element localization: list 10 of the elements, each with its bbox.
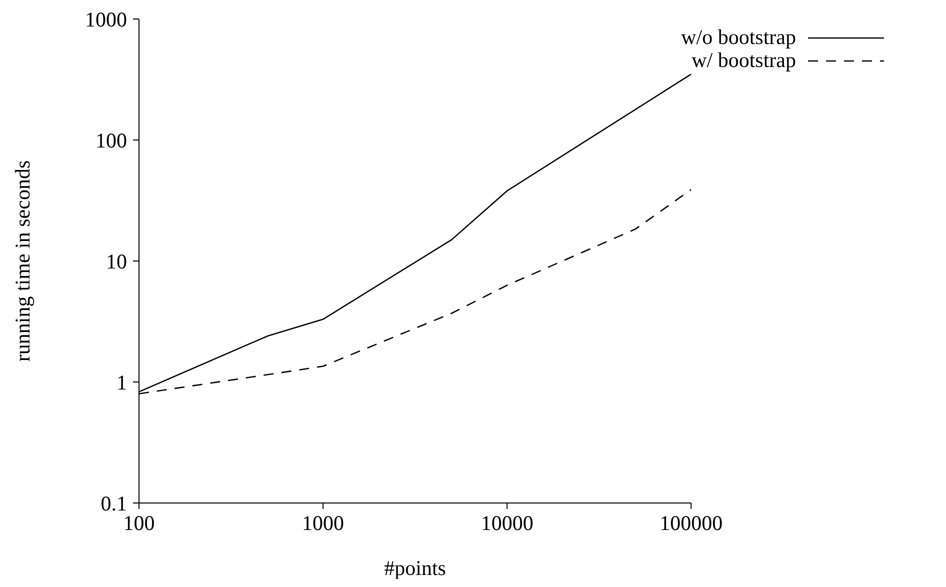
x-tick-label: 100000 (660, 510, 723, 535)
legend-label: w/ bootstrap (692, 48, 796, 72)
y-tick-label: 1000 (85, 7, 127, 32)
y-tick-label: 100 (96, 128, 127, 152)
legend-label: w/o bootstrap (681, 25, 796, 49)
y-tick-label: 10 (106, 249, 127, 274)
x-tick-label: 1000 (302, 510, 344, 535)
y-tick-label: 1 (116, 370, 127, 394)
y-axis-title: running time in seconds (10, 160, 34, 362)
x-tick-label: 10000 (480, 510, 534, 535)
